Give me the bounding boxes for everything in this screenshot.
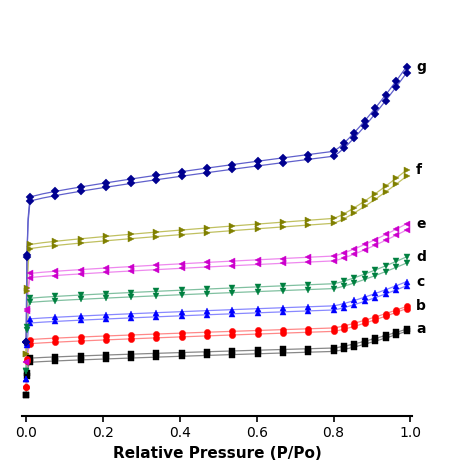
Text: b: b bbox=[416, 299, 426, 314]
Text: d: d bbox=[416, 250, 426, 264]
Text: c: c bbox=[416, 275, 424, 288]
Text: g: g bbox=[416, 60, 426, 74]
Text: f: f bbox=[416, 163, 422, 177]
Text: e: e bbox=[416, 217, 426, 231]
Text: a: a bbox=[416, 322, 426, 336]
X-axis label: Relative Pressure (P/Po): Relative Pressure (P/Po) bbox=[113, 446, 322, 461]
